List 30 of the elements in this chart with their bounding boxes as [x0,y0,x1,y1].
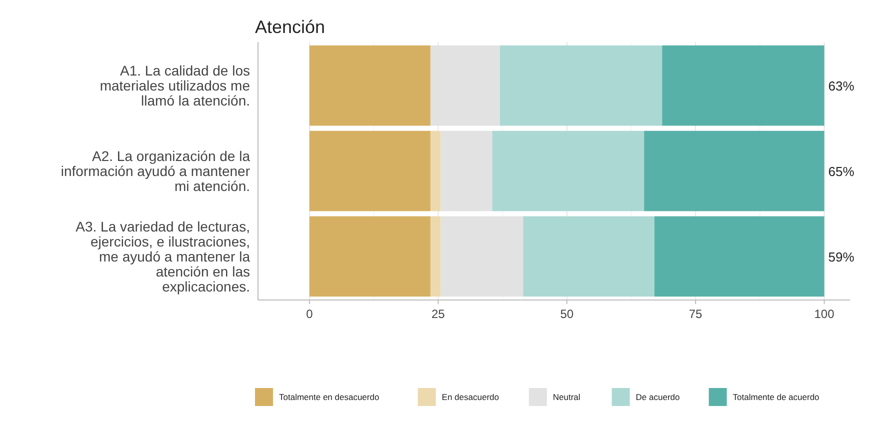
y-tick-label: A2. La organización de la información ayudó a mantener mi atención. [60,148,250,194]
bar [662,45,824,126]
bar [430,130,441,212]
bar [430,216,441,297]
legend-label: De acuerdo [636,392,680,402]
annotation: 63% [828,78,855,94]
bar [644,130,824,212]
x-tick-label: 0 [306,307,314,321]
bar [440,130,492,212]
bar [309,130,430,212]
chart-title: Atención [255,17,326,37]
legend-label: En desacuerdo [442,392,500,402]
bar [309,45,430,126]
annotation: 65% [828,164,855,179]
bar [523,216,654,297]
x-tick-label: 100 [814,307,835,321]
x-tick-label: 50 [560,307,574,321]
y-tick-label: A1. La calidad de los materiales utilizados me llamó la atención. [100,62,250,109]
bar [492,130,644,212]
bar [654,216,824,297]
bar [440,216,524,297]
legend-label: Totalmente en desacuerdo [279,392,380,402]
bar [500,45,662,126]
legend-label: Totalmente de acuerdo [732,392,820,402]
x-tick-label: 75 [688,307,703,321]
y-tick-label: A3. La variedad de lecturas, ejercicios, e ilustraciones, me ayudó a mantener la atención en las explicaciones. [76,218,250,294]
legend-label: Neutral [552,392,580,402]
x-tick-label: 25 [431,307,446,321]
annotation: 59% [828,249,855,264]
bar [309,216,430,297]
